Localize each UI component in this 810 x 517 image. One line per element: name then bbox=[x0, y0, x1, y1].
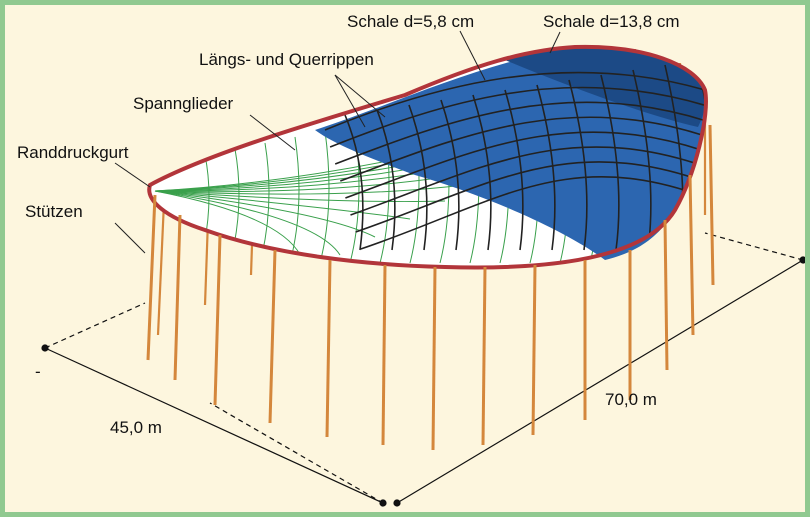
leader-ribs-b bbox=[334, 74, 366, 128]
shell-thick bbox=[505, 46, 706, 127]
rib-transverse bbox=[632, 69, 652, 251]
column-front bbox=[663, 219, 669, 371]
label-columns: Stützen bbox=[25, 202, 83, 221]
column-front bbox=[173, 214, 182, 381]
tendon-line bbox=[154, 182, 481, 195]
dimension-lines bbox=[41, 232, 805, 507]
column-front bbox=[213, 234, 222, 406]
column-front bbox=[531, 264, 537, 436]
extension-line-mid bbox=[209, 402, 384, 504]
tendon-line bbox=[154, 190, 446, 203]
width-dimension-line bbox=[44, 347, 384, 504]
column-front bbox=[146, 194, 157, 361]
label-shell-thin: Schale d=5,8 cm bbox=[347, 12, 474, 31]
leader-ribs-a bbox=[334, 74, 386, 118]
column-front bbox=[481, 266, 487, 446]
rib-transverse bbox=[472, 94, 492, 251]
rib-longitudinal bbox=[324, 71, 706, 131]
dimension-dot-mid-b bbox=[393, 499, 401, 507]
tendon-line bbox=[289, 136, 300, 264]
column-front bbox=[268, 249, 277, 424]
stray-mark: - bbox=[35, 362, 41, 381]
rib-transverse bbox=[504, 89, 524, 251]
dimension-dot-right bbox=[799, 256, 805, 264]
rib-transverse bbox=[344, 114, 364, 251]
leader-columns bbox=[114, 222, 146, 254]
rib-longitudinal bbox=[329, 86, 706, 148]
rib-transverse bbox=[600, 74, 620, 251]
column-front bbox=[325, 259, 332, 438]
rib-longitudinal bbox=[334, 101, 706, 165]
leader-lines bbox=[114, 30, 561, 254]
extension-line-left bbox=[44, 302, 146, 349]
rib-transverse bbox=[408, 104, 428, 251]
tendon-line bbox=[154, 190, 341, 256]
edge-ring bbox=[147, 44, 708, 270]
label-length: 70,0 m bbox=[605, 390, 657, 409]
column-front bbox=[688, 174, 695, 336]
label-ribs: Längs- und Querrippen bbox=[199, 50, 374, 69]
rib-transverse bbox=[376, 109, 396, 251]
label-tendons: Spannglieder bbox=[133, 94, 234, 113]
rib-longitudinal bbox=[350, 146, 706, 216]
tendon-line bbox=[319, 130, 330, 264]
rib-transverse bbox=[568, 79, 588, 251]
extension-line-right bbox=[704, 232, 804, 261]
rib-longitudinal bbox=[340, 116, 706, 182]
label-edge-ring: Randdruckgurt bbox=[17, 143, 129, 162]
column-front bbox=[381, 264, 387, 446]
dimension-dot-left bbox=[41, 344, 49, 352]
leader-tendons bbox=[249, 114, 296, 151]
leader-shell-thin bbox=[459, 30, 486, 81]
tendon-line bbox=[154, 190, 411, 220]
shell-thin bbox=[315, 46, 706, 260]
front-columns bbox=[146, 124, 715, 451]
rib-longitudinal bbox=[355, 161, 706, 233]
column-front bbox=[431, 266, 437, 451]
label-shell-thick: Schale d=13,8 cm bbox=[543, 12, 680, 31]
leader-shell-thick bbox=[549, 31, 561, 54]
label-width: 45,0 m bbox=[110, 418, 162, 437]
rib-transverse bbox=[440, 99, 460, 251]
shell-structure-diagram: Schale d=5,8 cm Schale d=13,8 cm Längs- … bbox=[17, 12, 805, 507]
column-front bbox=[708, 124, 715, 286]
rib-transverse bbox=[536, 84, 556, 251]
rib-longitudinal bbox=[360, 176, 706, 250]
leader-edge-ring bbox=[114, 162, 151, 188]
dimension-dot-mid-a bbox=[379, 499, 387, 507]
length-dimension-line bbox=[396, 259, 804, 504]
